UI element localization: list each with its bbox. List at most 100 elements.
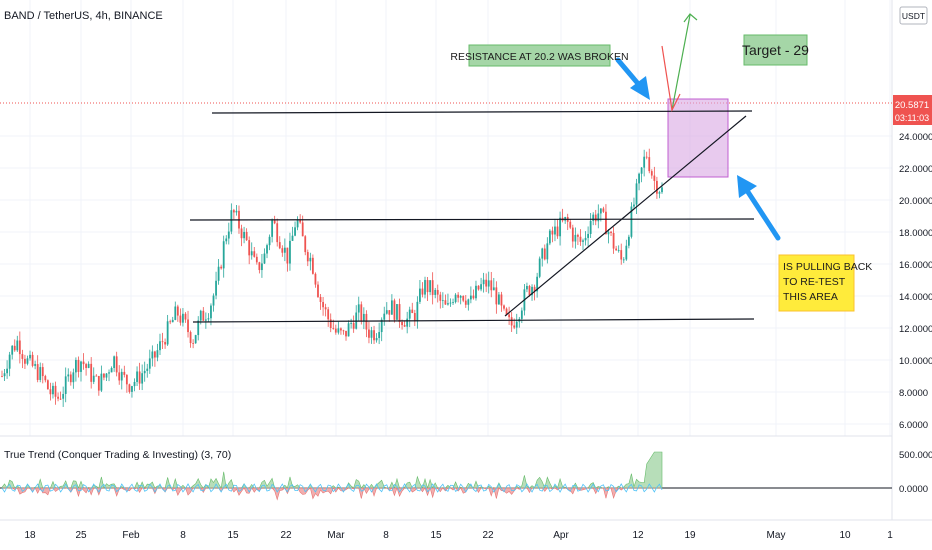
candle-body bbox=[498, 294, 500, 305]
time-tick-label: 25 bbox=[75, 530, 87, 541]
candle-body bbox=[207, 318, 210, 320]
candle-body bbox=[174, 306, 177, 320]
candle-body bbox=[396, 304, 398, 320]
support-line[interactable] bbox=[192, 318, 755, 323]
candle-body bbox=[322, 301, 324, 308]
candle-body bbox=[505, 308, 508, 315]
candle-body bbox=[176, 306, 179, 316]
resistance-line[interactable] bbox=[211, 110, 753, 114]
candle-body bbox=[487, 280, 490, 287]
candle-body bbox=[161, 341, 164, 343]
candle-body bbox=[133, 381, 136, 387]
last-price-tag: 20.5871 03:11:03 bbox=[893, 95, 932, 125]
candle-body bbox=[248, 240, 251, 256]
candle-body bbox=[459, 295, 462, 298]
candle-body bbox=[352, 323, 355, 329]
pullback-label-line3: THIS AREA bbox=[783, 291, 838, 303]
candle-body bbox=[424, 280, 426, 295]
time-tick-label: 18 bbox=[24, 530, 36, 541]
candle-body bbox=[26, 358, 29, 364]
candle-body bbox=[273, 220, 276, 224]
candle-body bbox=[607, 231, 610, 235]
time-tick-label: 1 bbox=[887, 530, 893, 541]
candle-body bbox=[220, 266, 223, 269]
candle-body bbox=[64, 376, 67, 394]
candle-body bbox=[141, 373, 144, 384]
indicator-tick-500: 500.0000 bbox=[899, 450, 932, 461]
target-label-box[interactable]: Target - 29 bbox=[742, 34, 809, 66]
candle-body bbox=[82, 361, 85, 365]
candle-body bbox=[182, 313, 184, 323]
time-tick-label: 15 bbox=[430, 530, 442, 541]
candle-body bbox=[605, 211, 607, 235]
price-tick-label: 22.0000 bbox=[899, 164, 932, 175]
candle-body bbox=[41, 367, 44, 377]
candle-body bbox=[574, 234, 577, 242]
candle-body bbox=[296, 219, 299, 228]
candle-body bbox=[52, 385, 54, 395]
candle-body bbox=[286, 247, 289, 264]
candle-body bbox=[475, 285, 477, 299]
candle-body bbox=[166, 321, 169, 345]
candle-body bbox=[317, 284, 319, 297]
arrow-to-breakout bbox=[615, 57, 650, 100]
candle-body bbox=[118, 372, 121, 381]
candle-body bbox=[622, 259, 625, 261]
candle-body bbox=[77, 359, 80, 372]
candle-body bbox=[551, 230, 554, 235]
candle-body bbox=[393, 300, 396, 320]
candle-body bbox=[345, 330, 347, 337]
candle-body bbox=[153, 351, 156, 358]
candle-body bbox=[375, 338, 378, 341]
currency-badge[interactable]: USDT bbox=[899, 6, 928, 25]
candle-body bbox=[436, 289, 439, 295]
price-tick-label: 12.0000 bbox=[899, 324, 932, 335]
candle-body bbox=[508, 314, 511, 318]
candle-body bbox=[421, 288, 424, 295]
candle-body bbox=[283, 247, 286, 253]
pullback-label-box[interactable]: IS PULLING BACK TO RE-TEST THIS AREA bbox=[778, 254, 872, 312]
candle-body bbox=[243, 231, 245, 239]
candle-body bbox=[398, 304, 401, 322]
candle-body bbox=[143, 370, 146, 374]
candle-body bbox=[495, 287, 498, 305]
resistance-label-box[interactable]: RESISTANCE AT 20.2 WAS BROKEN bbox=[450, 44, 629, 67]
candle-body bbox=[255, 256, 258, 263]
candle-body bbox=[230, 210, 233, 232]
candle-body bbox=[378, 332, 381, 339]
middle-line[interactable] bbox=[189, 218, 755, 221]
candle-body bbox=[383, 313, 386, 320]
candle-body bbox=[6, 368, 8, 374]
candle-body bbox=[90, 363, 93, 382]
candle-body bbox=[627, 236, 630, 246]
candle-body bbox=[638, 173, 640, 184]
candle-body bbox=[253, 251, 256, 257]
time-axis[interactable]: 18 25 Feb 8 15 22 Mar 8 15 22 Apr 12 19 May 10 1 bbox=[24, 530, 893, 541]
candle-body bbox=[3, 373, 6, 377]
candle-body bbox=[403, 325, 406, 327]
candle-body bbox=[477, 285, 480, 290]
time-tick-label: 12 bbox=[632, 530, 644, 541]
candle-body bbox=[204, 319, 207, 321]
retest-zone-box[interactable] bbox=[667, 98, 729, 178]
ascending-trendline[interactable] bbox=[504, 115, 747, 317]
price-axis[interactable]: 6.0000 8.0000 10.0000 12.0000 14.0000 16.0000… bbox=[899, 132, 932, 431]
candle-body bbox=[44, 376, 47, 381]
candle-body bbox=[245, 231, 248, 241]
candle-body bbox=[289, 240, 291, 264]
candle-body bbox=[276, 223, 279, 243]
price-tick-label: 10.0000 bbox=[899, 356, 932, 367]
candle-body bbox=[365, 313, 368, 330]
candle-body bbox=[72, 372, 75, 383]
candle-body bbox=[39, 367, 42, 380]
candle-body bbox=[97, 376, 100, 391]
candle-body bbox=[482, 279, 485, 285]
candle-body bbox=[151, 351, 154, 359]
price-tick-label: 8.0000 bbox=[899, 388, 928, 399]
candle-body bbox=[334, 328, 337, 333]
candle-body bbox=[589, 220, 592, 234]
candle-body bbox=[612, 232, 615, 249]
candle-body bbox=[24, 358, 26, 364]
candle-body bbox=[559, 217, 561, 237]
